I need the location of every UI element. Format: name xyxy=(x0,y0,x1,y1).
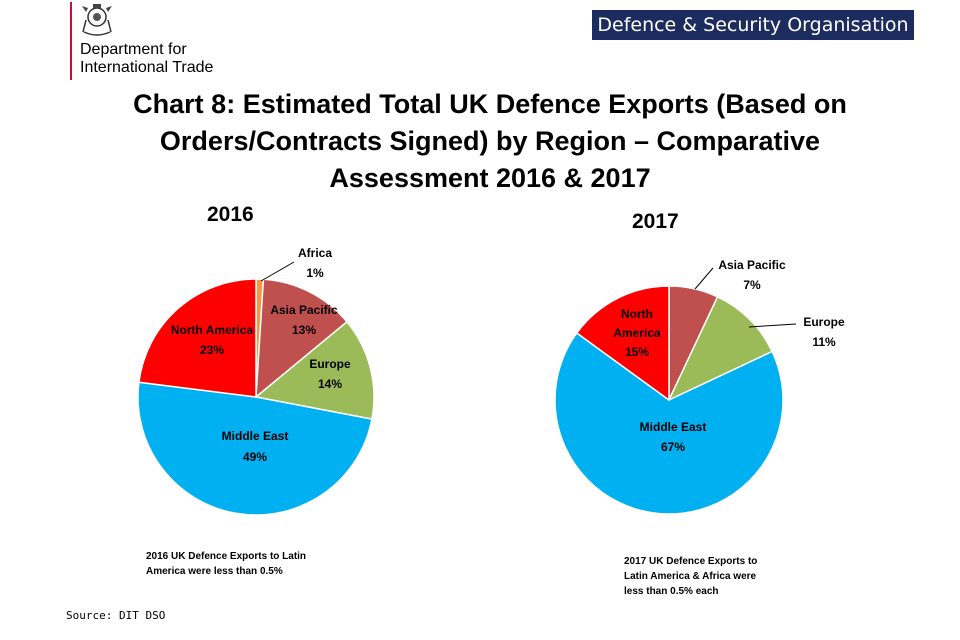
slice-value-north-america: 15% xyxy=(625,345,649,359)
slice-label-africa: Africa xyxy=(298,246,332,260)
slice-value-middle-east: 67% xyxy=(661,440,685,454)
department-name: Department for International Trade xyxy=(80,41,214,76)
pie-slice-north-america xyxy=(138,278,257,398)
pie-2016: Africa 1% Asia Pacific 13% Europe 14% Middle E… xyxy=(137,246,375,516)
slice-label-asia-pacific: Asia Pacific xyxy=(270,303,338,317)
pie-slice-middle-east xyxy=(554,331,784,515)
chart-title: Chart 8: Estimated Total UK Defence Expo… xyxy=(133,89,847,193)
organisation-badge: Defence & Security Organisation xyxy=(592,10,914,40)
slice-label-middle-east: Middle East xyxy=(222,429,289,443)
slice-value-middle-east: 49% xyxy=(243,450,267,464)
note-2016: 2016 UK Defence Exports to Latin America… xyxy=(146,551,307,577)
leader-line xyxy=(694,267,714,290)
slice-label-europe: Europe xyxy=(803,315,845,329)
slice-value-africa: 1% xyxy=(306,266,324,280)
pie-slice-middle-east xyxy=(137,381,373,516)
slice-value-europe: 11% xyxy=(812,335,836,349)
pie-slice-north-america xyxy=(575,285,670,402)
slice-label-asia-pacific: Asia Pacific xyxy=(718,258,786,272)
slice-label-north-america: North America xyxy=(171,323,254,337)
slice-value-north-america: 23% xyxy=(200,343,224,357)
slice-label-north-america: America xyxy=(613,326,661,340)
department-rule xyxy=(70,2,72,80)
note-2017: 2017 UK Defence Exports to Latin America… xyxy=(624,556,758,597)
pie-slice-asia-pacific xyxy=(255,278,348,399)
royal-crest-icon xyxy=(82,4,112,36)
pie-slice-europe xyxy=(254,320,375,420)
pie-2017: Asia Pacific 7% Europe 11% Middle East 67% Nor… xyxy=(554,258,845,515)
slice-label-middle-east: Middle East xyxy=(640,420,707,434)
leader-line xyxy=(260,261,295,282)
slice-value-europe: 14% xyxy=(318,377,342,391)
year-2017-title: 2017 xyxy=(632,210,679,233)
slice-value-asia-pacific: 7% xyxy=(743,278,761,292)
pie-slice-europe xyxy=(667,295,774,402)
slice-label-north-america: North xyxy=(621,307,653,321)
leader-line xyxy=(748,323,797,328)
slice-label-europe: Europe xyxy=(309,357,351,371)
year-2016-title: 2016 xyxy=(207,203,254,226)
slice-value-asia-pacific: 13% xyxy=(292,323,316,337)
source-note: Source: DIT DSO xyxy=(66,609,166,622)
